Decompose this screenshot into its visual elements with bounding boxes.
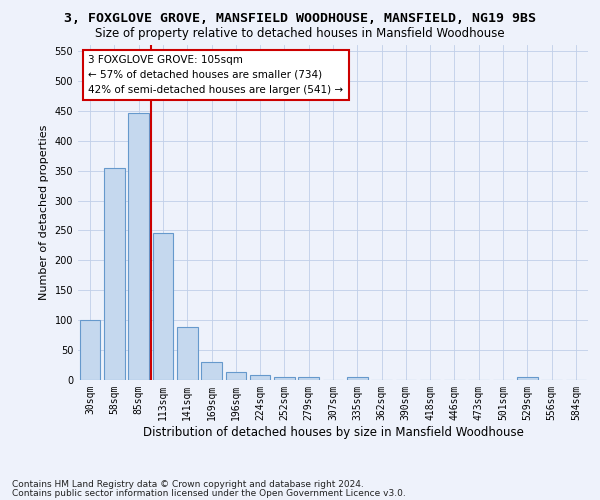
Text: 3 FOXGLOVE GROVE: 105sqm
← 57% of detached houses are smaller (734)
42% of semi-: 3 FOXGLOVE GROVE: 105sqm ← 57% of detach… bbox=[88, 55, 343, 94]
Y-axis label: Number of detached properties: Number of detached properties bbox=[39, 125, 49, 300]
Bar bbox=[128, 112, 149, 380]
Text: Contains public sector information licensed under the Open Government Licence v3: Contains public sector information licen… bbox=[12, 488, 406, 498]
Bar bbox=[347, 377, 368, 380]
Text: Size of property relative to detached houses in Mansfield Woodhouse: Size of property relative to detached ho… bbox=[95, 28, 505, 40]
Bar bbox=[517, 377, 538, 380]
Bar bbox=[250, 374, 271, 380]
Text: 3, FOXGLOVE GROVE, MANSFIELD WOODHOUSE, MANSFIELD, NG19 9BS: 3, FOXGLOVE GROVE, MANSFIELD WOODHOUSE, … bbox=[64, 12, 536, 26]
Bar bbox=[201, 362, 222, 380]
Bar bbox=[274, 377, 295, 380]
Bar bbox=[298, 377, 319, 380]
Bar bbox=[226, 372, 246, 380]
Text: Contains HM Land Registry data © Crown copyright and database right 2024.: Contains HM Land Registry data © Crown c… bbox=[12, 480, 364, 489]
Bar bbox=[177, 328, 197, 380]
Bar bbox=[152, 234, 173, 380]
Bar bbox=[104, 168, 125, 380]
X-axis label: Distribution of detached houses by size in Mansfield Woodhouse: Distribution of detached houses by size … bbox=[143, 426, 523, 438]
Bar bbox=[80, 320, 100, 380]
